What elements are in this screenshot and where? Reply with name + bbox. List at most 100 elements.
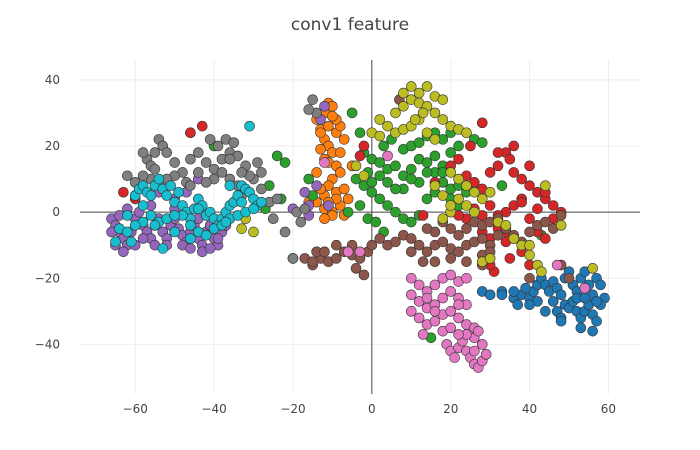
data-point <box>366 186 378 198</box>
y-tick-label: 40 <box>45 73 60 87</box>
data-point <box>595 279 606 291</box>
data-point <box>409 114 421 125</box>
data-point <box>382 200 393 211</box>
data-point <box>315 143 326 155</box>
y-tick-label: 20 <box>45 139 60 153</box>
data-point <box>390 183 401 195</box>
data-point <box>579 292 591 304</box>
data-point <box>145 190 157 201</box>
data-point <box>287 253 299 264</box>
data-point <box>429 180 441 191</box>
data-point <box>540 233 551 244</box>
data-point <box>591 296 602 307</box>
data-point <box>512 299 524 311</box>
data-point <box>354 200 366 211</box>
data-point <box>437 190 449 201</box>
data-point <box>484 200 496 211</box>
data-point <box>299 203 311 215</box>
data-point <box>398 87 409 99</box>
data-point <box>122 210 133 221</box>
data-point <box>437 292 449 304</box>
data-point <box>173 186 184 198</box>
data-point <box>445 223 457 234</box>
data-point <box>157 243 169 254</box>
data-point <box>524 226 535 238</box>
data-point <box>421 157 433 168</box>
data-point <box>200 157 212 168</box>
data-point <box>429 256 441 268</box>
data-point <box>307 94 318 105</box>
data-point <box>350 263 362 274</box>
data-point <box>122 226 133 238</box>
data-point <box>421 246 433 258</box>
data-point <box>417 210 429 221</box>
data-point <box>137 147 149 158</box>
chart-title: conv1 feature <box>291 15 409 35</box>
data-point <box>374 170 386 182</box>
data-point <box>307 256 318 268</box>
data-point <box>453 299 464 311</box>
data-point <box>500 220 512 231</box>
data-point <box>437 236 449 248</box>
x-tick-label: 40 <box>522 402 537 416</box>
data-point <box>346 107 358 119</box>
data-point <box>279 157 291 168</box>
data-point <box>169 157 180 168</box>
data-point <box>358 170 370 182</box>
data-point <box>331 239 342 251</box>
data-point <box>453 153 464 165</box>
data-point <box>405 163 417 175</box>
data-point <box>212 140 224 152</box>
data-point <box>216 167 228 178</box>
data-point <box>405 246 417 258</box>
data-point <box>429 134 441 145</box>
data-point <box>185 153 196 165</box>
data-point <box>323 120 334 132</box>
data-point <box>252 157 263 168</box>
data-point <box>476 339 488 350</box>
data-point <box>295 216 307 228</box>
data-point <box>476 137 488 148</box>
data-point <box>382 120 393 132</box>
x-tick-label: −20 <box>280 402 305 416</box>
data-point <box>236 196 247 208</box>
data-point <box>342 193 354 205</box>
data-point <box>200 229 212 241</box>
data-point <box>319 157 330 168</box>
data-point <box>429 279 441 291</box>
data-point <box>390 107 401 119</box>
data-point <box>137 200 149 211</box>
data-point <box>445 200 457 211</box>
data-point <box>315 127 326 139</box>
data-point <box>378 140 389 152</box>
data-point <box>421 127 433 139</box>
data-point <box>540 216 551 228</box>
data-point <box>453 173 464 185</box>
data-point <box>303 104 315 115</box>
data-point <box>453 312 464 324</box>
data-point <box>532 203 543 215</box>
data-point <box>445 306 457 317</box>
data-point <box>358 269 370 281</box>
data-point <box>516 196 527 208</box>
data-point <box>413 239 425 251</box>
data-point <box>327 110 338 122</box>
data-point <box>469 186 480 198</box>
data-point <box>437 114 449 125</box>
data-point <box>224 180 236 191</box>
data-point <box>236 223 247 234</box>
data-point <box>398 100 409 112</box>
data-point <box>248 226 259 238</box>
data-point <box>520 282 531 294</box>
data-point <box>311 180 322 191</box>
data-point <box>524 239 535 251</box>
data-point <box>555 210 567 221</box>
data-point <box>405 272 417 284</box>
data-point <box>334 147 346 158</box>
data-point <box>461 223 472 234</box>
data-point <box>429 306 441 317</box>
data-point <box>196 120 208 132</box>
data-point <box>551 259 563 271</box>
data-point <box>417 329 429 340</box>
data-point <box>524 272 535 284</box>
